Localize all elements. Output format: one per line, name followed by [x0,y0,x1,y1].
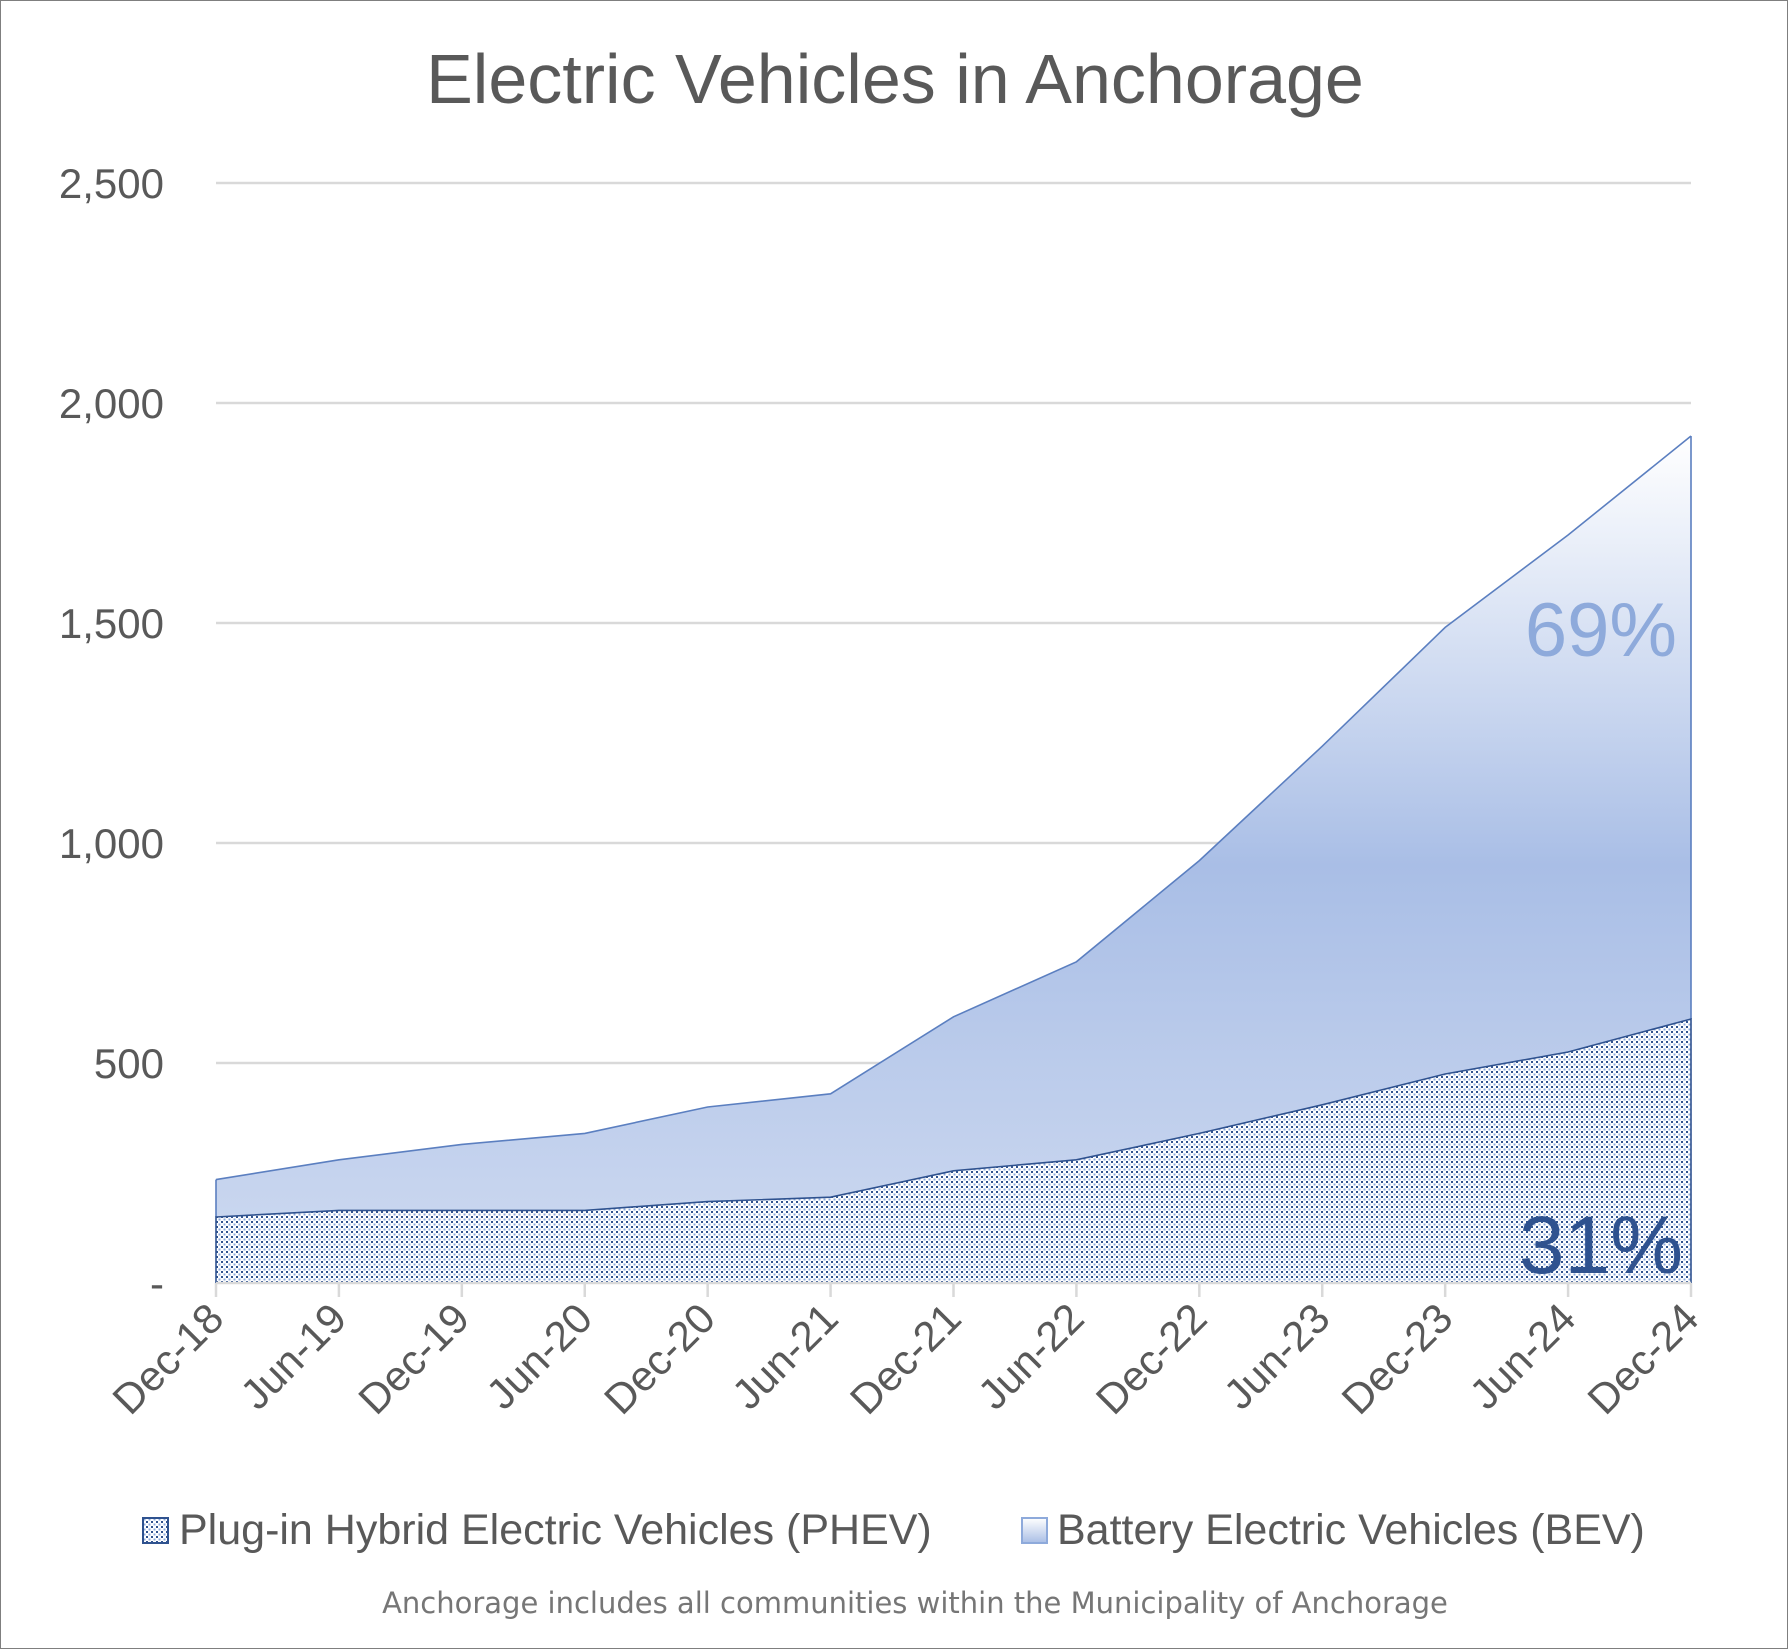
y-tick-label: 1,500 [59,600,164,647]
legend-label-bev: Battery Electric Vehicles (BEV) [1057,1506,1645,1554]
legend-item-phev: Plug-in Hybrid Electric Vehicles (PHEV) [142,1506,932,1554]
y-tick-label: 2,000 [59,380,164,427]
chart-title: Electric Vehicles in Anchorage [426,40,1364,118]
bev-area [216,436,1691,1217]
y-tick-label: 2,500 [59,160,164,207]
legend: Plug-in Hybrid Electric Vehicles (PHEV) … [142,1506,1645,1554]
x-tick-label: Dec-19 [349,1294,478,1423]
phev-share-label: 31% [1519,1200,1683,1291]
x-tick-label: Dec-20 [595,1294,724,1423]
x-tick-label: Dec-22 [1087,1294,1216,1423]
x-tick-label: Jun-21 [723,1294,847,1418]
legend-label-phev: Plug-in Hybrid Electric Vehicles (PHEV) [179,1506,932,1554]
x-tick-label: Jun-19 [231,1294,355,1418]
legend-swatch-phev [142,1517,169,1544]
x-axis-ticks: Dec-18Jun-19Dec-19Jun-20Dec-20Jun-21Dec-… [103,1294,1707,1423]
x-tick-label: Jun-24 [1460,1294,1584,1418]
x-tick-label: Jun-23 [1215,1294,1339,1418]
x-tick-label: Dec-18 [103,1294,232,1423]
plot-areas [215,435,1692,1284]
x-axis [214,1281,1693,1297]
x-tick-label: Dec-21 [841,1294,970,1423]
legend-swatch-bev [1021,1517,1048,1544]
bev-line [215,435,1692,1181]
y-axis-ticks: - 500 1,000 1,500 2,000 2,500 [59,160,164,1307]
x-tick-label: Jun-22 [969,1294,1093,1418]
y-tick-label: 1,000 [59,820,164,867]
y-tick-label: 500 [94,1040,164,1087]
x-tick-label: Dec-23 [1333,1294,1462,1423]
bev-share-label: 69% [1525,588,1677,673]
x-tick-label: Jun-20 [477,1294,601,1418]
legend-item-bev: Battery Electric Vehicles (BEV) [1021,1506,1645,1554]
x-tick-label: Dec-24 [1578,1294,1707,1423]
phev-area [215,1017,1692,1284]
y-tick-label: - [150,1260,164,1307]
chart-footnote: Anchorage includes all communities withi… [382,1586,1448,1620]
